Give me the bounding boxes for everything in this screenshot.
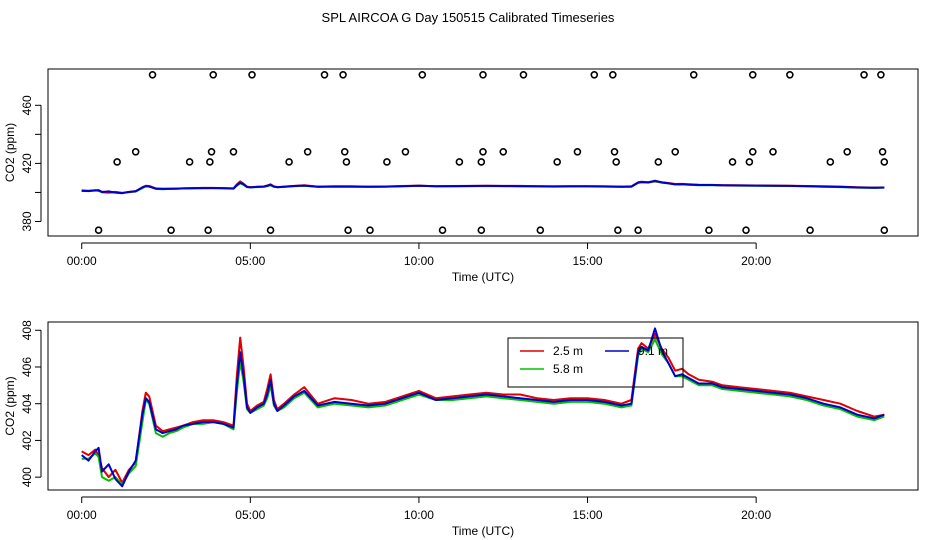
outlier-point bbox=[229, 147, 238, 156]
outlier-point bbox=[344, 226, 352, 234]
top-panel: 00:00 05:00 10:00 15:00 20:00 Time (UTC) 380 42… bbox=[3, 68, 919, 284]
series-line-9-1-m bbox=[81, 327, 885, 488]
x-tick-label: 10:00 bbox=[404, 254, 434, 268]
y-axis-label: CO2 (ppm) bbox=[3, 123, 17, 182]
outlier-point bbox=[320, 71, 329, 79]
legend-label: 9.1 m bbox=[638, 344, 668, 358]
outlier-point bbox=[878, 147, 887, 156]
outlier-point bbox=[843, 147, 851, 156]
x-tick-label: 15:00 bbox=[573, 508, 603, 522]
outlier-point bbox=[207, 147, 216, 156]
x-tick-label: 20:00 bbox=[741, 254, 771, 268]
outlier-point bbox=[366, 226, 374, 234]
outlier-point bbox=[880, 226, 889, 234]
x-tick-label: 05:00 bbox=[235, 508, 265, 522]
series-line-9-1-m bbox=[81, 179, 885, 195]
outlier-point bbox=[303, 147, 312, 156]
outlier-point bbox=[634, 226, 642, 234]
series-line-5-8-m bbox=[81, 338, 885, 486]
y-tick-label: 420 bbox=[20, 153, 34, 173]
outlier-point bbox=[383, 158, 391, 166]
outlier-point bbox=[479, 147, 487, 156]
outlier-point bbox=[536, 226, 545, 234]
outlier-point bbox=[614, 226, 622, 234]
outlier-point bbox=[339, 71, 347, 79]
outlier-point bbox=[455, 158, 464, 166]
outlier-point bbox=[769, 147, 777, 156]
outlier-point bbox=[418, 71, 427, 79]
outlier-point bbox=[131, 147, 140, 156]
outlier-point bbox=[499, 147, 508, 156]
legend-label: 5.8 m bbox=[553, 362, 583, 376]
plot-frame bbox=[47, 68, 919, 237]
outlier-point bbox=[340, 147, 349, 156]
outlier-point bbox=[401, 147, 410, 156]
outlier-point bbox=[204, 226, 212, 234]
outlier-point bbox=[705, 226, 713, 234]
y-tick-label: 460 bbox=[20, 95, 34, 115]
outlier-point bbox=[671, 147, 680, 156]
x-tick-label: 20:00 bbox=[741, 508, 771, 522]
outlier-point bbox=[209, 71, 218, 79]
outlier-point bbox=[248, 71, 256, 79]
y-tick-label: 404 bbox=[20, 393, 34, 413]
outlier-point bbox=[654, 158, 663, 166]
x-axis-label: Time (UTC) bbox=[452, 524, 514, 538]
outlier-point bbox=[590, 71, 599, 79]
outlier-point bbox=[477, 226, 486, 234]
outlier-point bbox=[610, 147, 619, 156]
x-tick-label: 05:00 bbox=[235, 254, 265, 268]
outlier-point bbox=[877, 71, 885, 79]
y-tick-label: 380 bbox=[20, 211, 34, 231]
y-tick-label: 402 bbox=[20, 430, 34, 450]
outlier-point bbox=[786, 71, 794, 79]
x-tick-label: 10:00 bbox=[404, 508, 434, 522]
x-tick-label: 15:00 bbox=[573, 254, 603, 268]
outlier-point bbox=[553, 158, 561, 166]
outlier-point bbox=[206, 158, 214, 166]
outlier-point bbox=[860, 71, 868, 79]
outlier-point bbox=[689, 71, 698, 79]
outlier-point bbox=[826, 158, 835, 166]
outlier-point bbox=[612, 158, 620, 166]
y-tick-label: 400 bbox=[20, 467, 34, 487]
plot-frame bbox=[47, 321, 919, 491]
outlier-point bbox=[748, 71, 757, 79]
figure-title: SPL AIRCOA G Day 150515 Calibrated Times… bbox=[322, 10, 615, 25]
outlier-point bbox=[728, 158, 737, 166]
outlier-point bbox=[266, 226, 275, 234]
x-tick-label: 00:00 bbox=[67, 254, 97, 268]
outlier-point bbox=[573, 147, 582, 156]
legend-box bbox=[507, 337, 684, 388]
bottom-panel: 00:00 05:00 10:00 15:00 20:00 Time (UTC) 400 40… bbox=[3, 320, 919, 538]
x-axis-label: Time (UTC) bbox=[452, 270, 514, 284]
outlier-point bbox=[745, 158, 754, 166]
outlier-point bbox=[285, 158, 293, 166]
outlier-point bbox=[185, 158, 194, 166]
x-tick-label: 00:00 bbox=[67, 508, 97, 522]
outlier-point bbox=[880, 158, 889, 166]
outlier-point bbox=[477, 158, 486, 166]
outlier-point bbox=[519, 71, 528, 79]
outlier-point bbox=[342, 158, 351, 166]
outlier-point bbox=[806, 226, 814, 234]
outlier-point bbox=[742, 226, 750, 234]
outlier-point bbox=[748, 147, 757, 156]
outlier-point bbox=[148, 71, 157, 79]
y-tick-label: 406 bbox=[20, 357, 34, 377]
outlier-point bbox=[438, 226, 447, 234]
outlier-point bbox=[609, 71, 617, 79]
legend-label: 2.5 m bbox=[553, 344, 583, 358]
outlier-point bbox=[113, 158, 121, 166]
outlier-point bbox=[167, 226, 175, 234]
y-axis-label: CO2 (ppm) bbox=[3, 376, 17, 435]
series-line-2-5-m bbox=[81, 332, 885, 484]
outlier-point bbox=[94, 226, 103, 234]
y-tick-label: 408 bbox=[20, 320, 34, 340]
outlier-point bbox=[479, 71, 487, 79]
